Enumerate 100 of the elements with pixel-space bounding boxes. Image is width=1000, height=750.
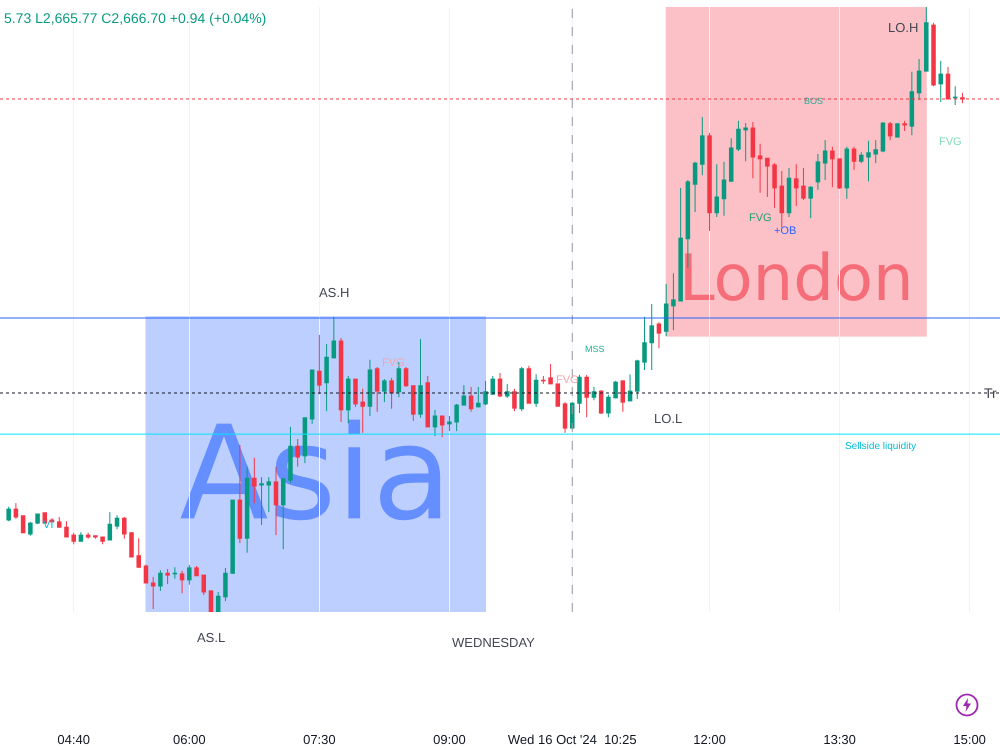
- candlestick: [880, 121, 886, 153]
- candlestick: [700, 116, 705, 176]
- x-tick-label: 06:00: [173, 732, 206, 747]
- candlestick: [664, 284, 668, 337]
- candlestick: [816, 154, 820, 190]
- candlestick: [780, 170, 784, 228]
- candlestick: [772, 162, 777, 208]
- candlestick: [750, 121, 756, 179]
- annotation: FVG: [939, 136, 962, 148]
- candlestick: [628, 374, 632, 402]
- candlestick: [332, 316, 336, 358]
- candlestick: [172, 566, 178, 580]
- candlestick: [150, 576, 156, 610]
- candlestick: [136, 538, 141, 568]
- candlestick: [324, 343, 329, 412]
- candlestick: [895, 122, 900, 138]
- candlestick: [707, 132, 712, 232]
- candlestick: [830, 146, 835, 188]
- candlestick: [722, 161, 726, 216]
- candlestick: [931, 22, 936, 87]
- x-tick-label: 04:40: [57, 732, 90, 747]
- candlestick: [801, 167, 806, 200]
- candlestick: [656, 322, 662, 349]
- candlestick: [122, 516, 127, 540]
- candlestick: [468, 386, 474, 412]
- candlestick: [548, 363, 553, 384]
- candlestick: [910, 71, 914, 136]
- candlestick: [490, 376, 496, 395]
- candlestick: [556, 383, 560, 407]
- candlestick: [837, 158, 842, 190]
- candlestick: [584, 374, 589, 418]
- candlestick: [71, 532, 76, 545]
- candlestick: [873, 140, 878, 164]
- annotation: FVG: [382, 357, 405, 369]
- candlestick: [952, 86, 958, 106]
- candlestick: [454, 403, 459, 432]
- candlestick: [736, 120, 741, 152]
- candlestick: [6, 506, 11, 522]
- candlestick: [526, 365, 532, 404]
- annotation: Tr: [984, 385, 998, 401]
- candlestick: [56, 516, 62, 528]
- candlestick: [35, 513, 40, 525]
- candlestick: [404, 366, 408, 388]
- x-tick-label: 12:00: [693, 732, 726, 747]
- candlestick: [592, 386, 596, 401]
- candlestick: [765, 158, 770, 198]
- candlestick: [794, 164, 799, 207]
- candlestick: [758, 143, 762, 194]
- candlestick: [20, 514, 26, 534]
- candlestick: [888, 121, 892, 141]
- candlestick: [476, 386, 481, 408]
- candlestick: [382, 378, 387, 403]
- candlestick: [743, 122, 748, 162]
- candlestick: [642, 316, 647, 370]
- candlestick: [902, 120, 907, 132]
- candlestick: [201, 574, 206, 596]
- candlestick: [114, 514, 120, 530]
- annotation: AS.H: [319, 285, 350, 300]
- x-tick-label: 07:30: [303, 732, 336, 747]
- band-label: London: [678, 242, 914, 316]
- annotation: Sellside liquidity: [845, 441, 916, 452]
- text: AS.L: [197, 630, 226, 645]
- annotation: MSS: [585, 344, 605, 354]
- candlestick: [620, 380, 626, 412]
- candlestick: [866, 140, 871, 182]
- annotation: 5.73 L2,665.77 C2,666.70 +0.94 (+0.04%): [4, 10, 266, 26]
- candlestick: [635, 359, 640, 400]
- candlestick: [808, 186, 813, 219]
- candlestick: [100, 536, 105, 545]
- text: WEDNESDAY: [452, 635, 536, 650]
- candlestick: [144, 564, 148, 584]
- candlestick: [216, 592, 220, 612]
- candlestick: [714, 164, 720, 218]
- candlestick: [512, 388, 517, 412]
- candlestick: [613, 380, 618, 398]
- candlestick: [671, 272, 676, 331]
- candlestick: [64, 520, 69, 538]
- annotation: FVG: [749, 212, 772, 224]
- candlestick: [859, 152, 864, 164]
- candlestick: [86, 532, 90, 540]
- candlestick: [223, 567, 228, 602]
- x-tick-label: Wed 16 Oct '24 10:25: [508, 732, 637, 747]
- candlestick: [208, 590, 214, 612]
- candlestick: [498, 372, 502, 398]
- x-tick-label: 15:00: [953, 732, 986, 747]
- candlestick: [504, 383, 510, 398]
- candlestick: [844, 146, 850, 200]
- candlestick: [180, 570, 184, 594]
- candlestick: [418, 338, 423, 418]
- x-tick-label: 13:30: [823, 732, 856, 747]
- candlestick: [649, 304, 654, 370]
- candlestick: [158, 570, 163, 592]
- candlestick: [916, 58, 922, 101]
- candlestick: [852, 146, 856, 170]
- candlestick: [108, 512, 112, 541]
- candlestick: [541, 376, 546, 384]
- candlestick: [728, 138, 734, 182]
- candlestick: [692, 161, 698, 213]
- candlestick: [519, 366, 524, 412]
- candlestick: [924, 7, 929, 72]
